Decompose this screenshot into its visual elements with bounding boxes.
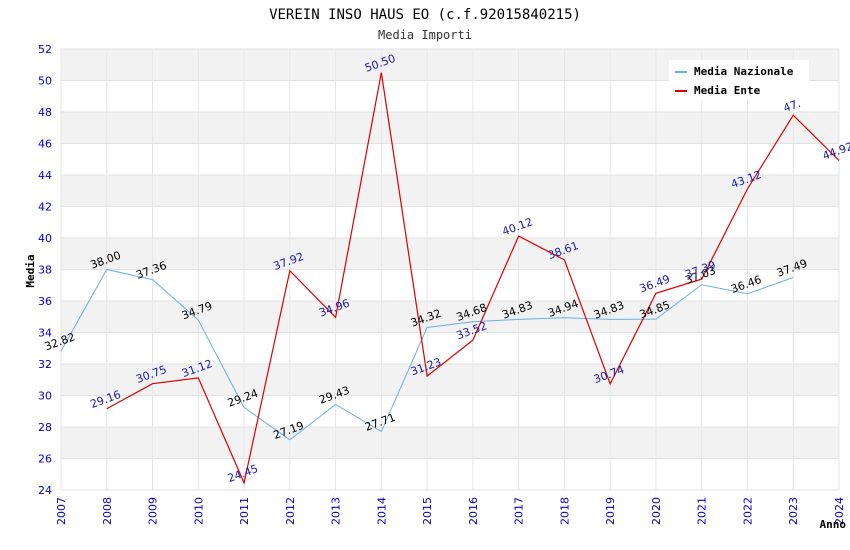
x-tick-label: 2020 [650, 497, 663, 525]
chart-subtitle: Media Importi [378, 28, 472, 42]
x-tick-label: 2013 [330, 497, 343, 525]
legend-label-nazionale: Media Nazionale [694, 65, 794, 78]
grid-bands [60, 48, 840, 491]
x-axis-title: Anno [820, 518, 847, 531]
x-tick-label: 2017 [513, 497, 526, 525]
grid-band [61, 458, 839, 490]
grid-band [61, 364, 839, 396]
x-tick-label: 2018 [558, 497, 571, 525]
grid-band [61, 175, 839, 207]
grid-band [61, 206, 839, 238]
y-tick-label: 30 [38, 390, 52, 403]
y-tick-label: 26 [38, 453, 52, 466]
x-tick-label: 2015 [421, 497, 434, 525]
y-tick-label: 34 [38, 327, 52, 340]
x-tick-label: 2011 [238, 497, 251, 525]
x-tick-label: 2016 [467, 497, 480, 525]
y-tick-label: 28 [38, 421, 52, 434]
legend: Media Nazionale Media Ente [669, 60, 809, 100]
series-line-media-ente [106, 72, 840, 485]
series-lines [60, 72, 840, 485]
y-tick-label: 38 [38, 264, 52, 277]
x-tick-label: 2010 [192, 497, 205, 525]
y-tick-label: 24 [38, 484, 52, 497]
y-tick-label: 50 [38, 75, 52, 88]
chart-title: VEREIN INSO HAUS EO (c.f.92015840215) [269, 7, 581, 23]
x-tick-label: 2007 [55, 497, 68, 525]
y-tick-label: 32 [38, 358, 52, 371]
x-tick-label: 2019 [604, 497, 617, 525]
data-label: 47. [782, 97, 803, 115]
y-tick-label: 46 [38, 138, 52, 151]
x-tick-label: 2022 [741, 497, 754, 525]
legend-box [669, 60, 809, 100]
x-tick-label: 2024 [833, 497, 846, 525]
y-tick-label: 52 [38, 43, 52, 56]
x-tick-label: 2021 [696, 497, 709, 525]
grid-band [61, 395, 839, 427]
x-tick-label: 2009 [147, 497, 160, 525]
axis-ticks: 24 26 28 30 32 34 36 38 40 42 44 46 48 50 52 2007 2008 20… [38, 43, 846, 525]
grid-band [61, 427, 839, 459]
y-axis-title: Media [24, 254, 37, 287]
y-tick-label: 44 [38, 169, 52, 182]
x-tick-label: 2023 [787, 497, 800, 525]
x-tick-label: 2014 [375, 497, 388, 525]
series-line-media-nazionale [60, 268, 794, 441]
grid-band [61, 301, 839, 333]
x-tick-label: 2012 [284, 497, 297, 525]
grid-band [61, 112, 839, 144]
x-tick-label: 2008 [101, 497, 114, 525]
legend-label-ente: Media Ente [694, 84, 761, 97]
grid-band [61, 143, 839, 175]
grid-band [61, 238, 839, 270]
grid-band [61, 269, 839, 301]
grid-band [61, 332, 839, 364]
y-tick-label: 42 [38, 201, 52, 214]
y-tick-label: 40 [38, 232, 52, 245]
y-tick-label: 48 [38, 106, 52, 119]
y-tick-label: 36 [38, 295, 52, 308]
